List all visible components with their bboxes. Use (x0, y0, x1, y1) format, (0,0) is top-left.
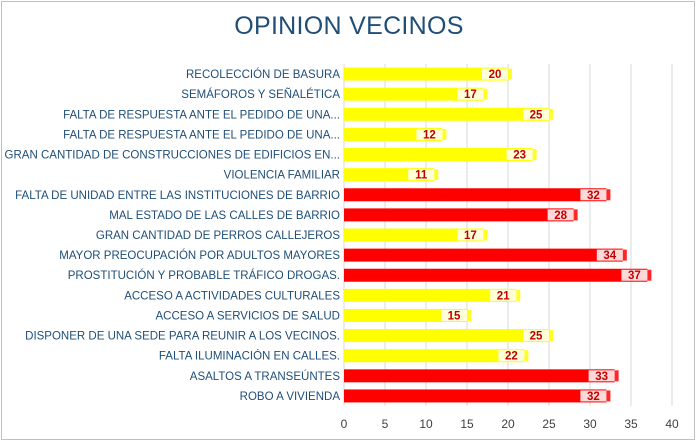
data-label-box (490, 289, 517, 301)
x-tick-label: 10 (419, 417, 433, 431)
bar (344, 228, 484, 242)
category-label: FALTA DE RESPUESTA ANTE EL PEDIDO DE UNA… (63, 129, 340, 141)
data-label: 21 (497, 290, 510, 302)
bar (344, 67, 508, 81)
x-tick-label: 0 (341, 417, 348, 431)
category-label: DISPONER DE UNA SEDE PARA REUNIR A LOS V… (25, 331, 340, 343)
bar (344, 87, 484, 101)
x-tick-label: 35 (624, 417, 638, 431)
data-label-box (416, 128, 443, 140)
data-label: 37 (628, 270, 641, 282)
bar-end-cap (549, 330, 553, 342)
data-label-box (506, 149, 533, 161)
category-label: SEMÁFOROS Y SEÑALÉTICA (181, 88, 340, 101)
data-label-box (523, 330, 549, 342)
data-label: 22 (505, 351, 518, 363)
bar-end-cap (516, 289, 521, 301)
data-label-box (498, 350, 525, 362)
bar-end-cap (508, 68, 512, 80)
category-label: ROBO A VIVIENDA (240, 391, 341, 403)
data-label-box (441, 309, 467, 321)
data-label: 23 (513, 150, 526, 162)
bar (344, 308, 467, 322)
data-label-box (457, 229, 484, 241)
x-tick-label: 5 (382, 417, 389, 431)
bar-end-cap (434, 169, 439, 181)
bar (344, 389, 607, 403)
bar (344, 288, 517, 302)
bar-end-cap (483, 88, 488, 100)
bar (344, 349, 525, 363)
data-label-box (580, 390, 607, 402)
data-label: 28 (554, 210, 567, 222)
data-label-box (547, 209, 574, 221)
category-label: VIOLENCIA FAMILIAR (224, 170, 340, 182)
data-label-box (482, 68, 508, 80)
data-label: 17 (464, 89, 477, 101)
x-tick-label: 25 (542, 417, 556, 431)
data-label-box (523, 108, 549, 120)
bar-end-cap (606, 390, 611, 402)
data-label-box (457, 88, 484, 100)
bar (344, 329, 549, 343)
category-label: GRAN CANTIDAD DE PERROS CALLEJEROS (96, 230, 340, 242)
chart-title: OPINION VECINOS (234, 12, 464, 40)
bar-end-cap (614, 370, 619, 382)
data-label: 32 (587, 391, 600, 403)
bar-end-cap (467, 309, 471, 321)
bar-end-cap (532, 149, 537, 161)
bar (344, 248, 623, 262)
bar (344, 369, 615, 383)
bar-end-cap (524, 350, 529, 362)
data-label: 25 (530, 109, 543, 121)
data-label: 12 (423, 129, 436, 141)
data-label: 15 (448, 310, 461, 322)
bar-end-cap (549, 108, 553, 120)
data-label-box (408, 169, 435, 181)
category-label: ASALTOS A TRANSEÚNTES (190, 370, 341, 383)
bar-end-cap (647, 269, 652, 281)
x-tick-label: 20 (501, 417, 515, 431)
category-label: ACCESO A ACTIVIDADES CULTURALES (124, 290, 340, 302)
bar-end-cap (442, 128, 447, 140)
bar (344, 148, 533, 162)
bar (344, 107, 549, 121)
data-label-box (596, 249, 623, 261)
data-label-box (621, 269, 648, 281)
data-label: 20 (489, 69, 502, 81)
data-label: 25 (530, 331, 543, 343)
bar (344, 208, 574, 222)
bar-end-cap (573, 209, 578, 221)
category-label: FALTA ILUMINACIÓN EN CALLES. (159, 350, 340, 363)
category-label: GRAN CANTIDAD DE CONSTRUCCIONES DE EDIFI… (5, 150, 340, 162)
category-label: FALTA DE RESPUESTA ANTE EL PEDIDO DE UNA… (63, 109, 340, 121)
data-label-box (580, 189, 607, 201)
data-label: 11 (415, 170, 428, 182)
bar (344, 268, 648, 282)
bar (344, 188, 607, 202)
category-label: ACCESO A SERVICIOS DE SALUD (156, 310, 341, 322)
x-tick-label: 30 (583, 417, 597, 431)
data-label-box (588, 370, 615, 382)
category-label: MAL ESTADO DE LAS CALLES DE BARRIO (109, 210, 340, 222)
bar-end-cap (483, 229, 488, 241)
bar-end-cap (622, 249, 627, 261)
data-label: 33 (595, 371, 608, 383)
x-tick-label: 40 (665, 417, 679, 431)
data-label: 34 (603, 250, 616, 262)
category-label: FALTA DE UNIDAD ENTRE LAS INSTITUCIONES … (15, 190, 340, 202)
category-label: MAYOR PREOCUPACIÓN POR ADULTOS MAYORES (59, 249, 340, 262)
category-label: PROSTITUCIÓN Y PROBABLE TRÁFICO DROGAS. (68, 269, 340, 282)
x-tick-label: 15 (460, 417, 474, 431)
category-label: RECOLECCIÓN DE BASURA (186, 68, 340, 81)
data-label: 17 (464, 230, 477, 242)
data-label: 32 (587, 190, 600, 202)
bar-end-cap (606, 189, 611, 201)
